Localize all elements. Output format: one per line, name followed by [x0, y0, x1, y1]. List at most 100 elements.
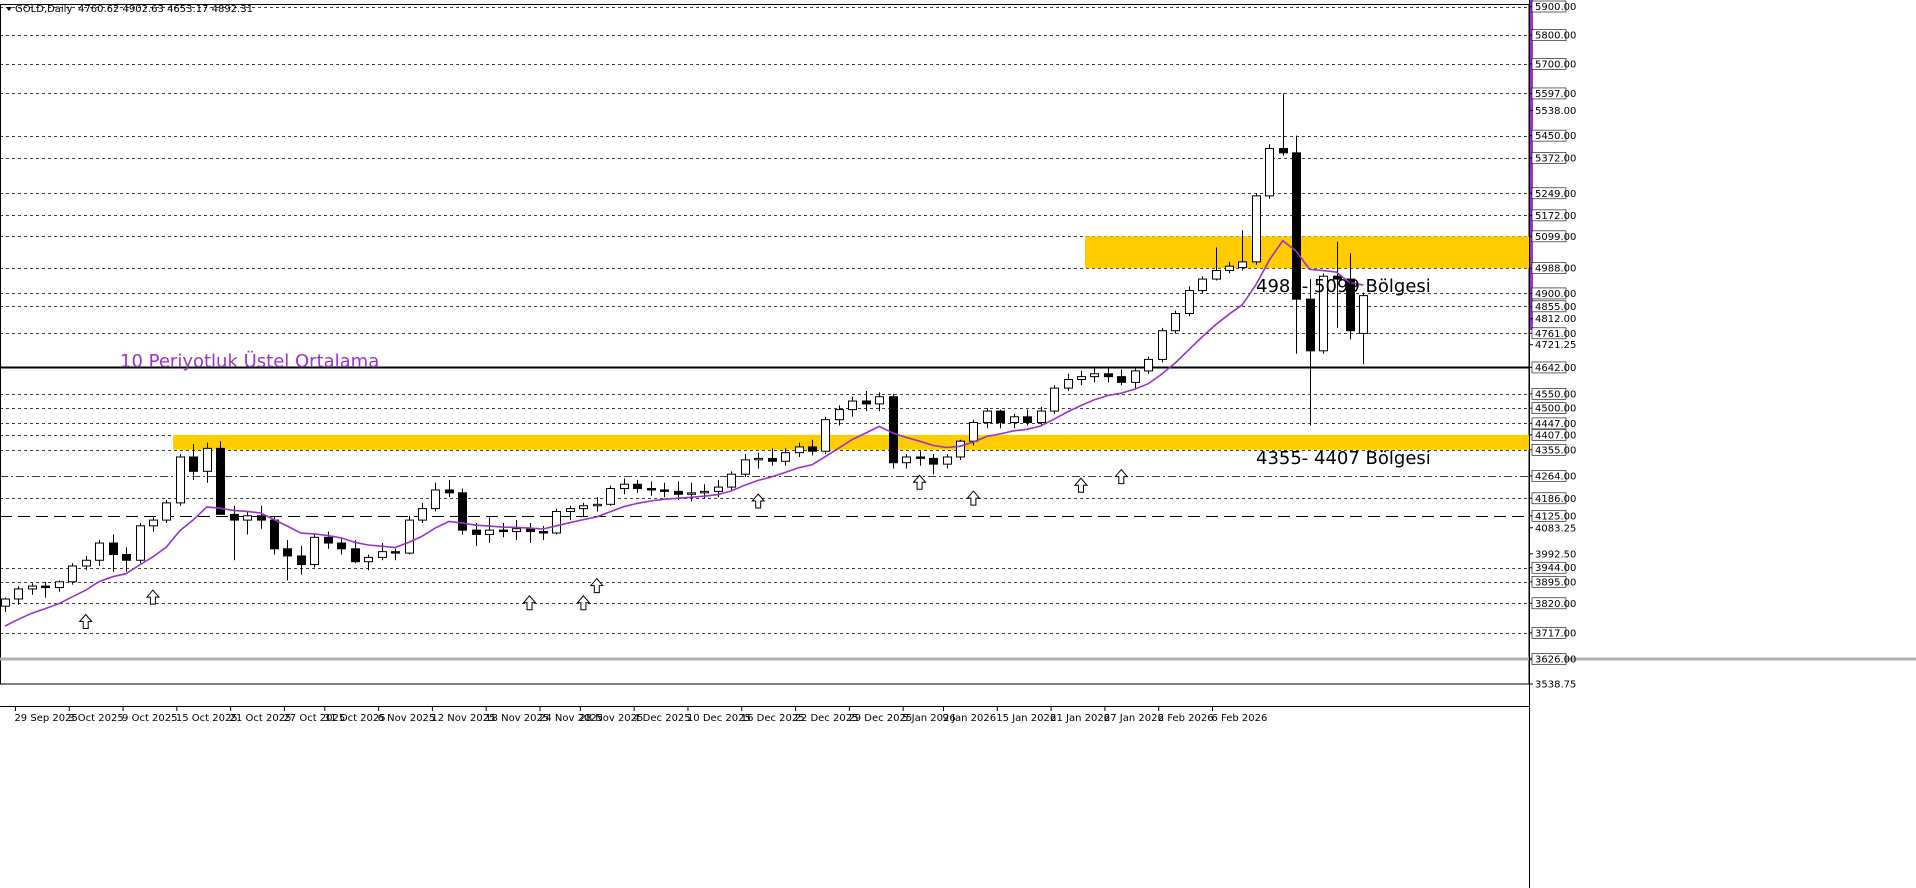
candle-body-up	[781, 452, 790, 462]
candle-body-up	[1359, 295, 1368, 334]
candles	[1, 93, 1368, 612]
candle-body-up	[82, 559, 91, 567]
candle-body-up	[176, 456, 185, 504]
zone-rect	[1085, 236, 1529, 269]
candle-body-up	[1238, 261, 1247, 269]
time-tick-label: 12 Nov 2025	[431, 713, 495, 724]
price-tick-label: 3895.00	[1535, 577, 1576, 588]
candle-body-down	[768, 457, 777, 462]
price-tick-label: 5372.00	[1535, 154, 1576, 165]
price-tick-label: 4407.00	[1535, 430, 1576, 441]
candle-body-up	[1185, 290, 1194, 315]
price-tick-label: 3717.00	[1535, 628, 1576, 639]
price-tick-label: 4761.00	[1535, 329, 1576, 340]
price-label-box	[1531, 29, 1567, 42]
candle-body-up	[795, 446, 804, 454]
candle-body-up	[1252, 195, 1261, 263]
price-tick-label: 4988.00	[1535, 264, 1576, 275]
candle-body-up	[162, 502, 171, 521]
time-tick-label: 16 Dec 2025	[741, 713, 805, 724]
candle-body-up	[1212, 269, 1221, 280]
candle-body-up	[566, 508, 575, 512]
candle-body-up	[714, 486, 723, 492]
price-tick-label: 5099.00	[1535, 232, 1576, 243]
price-label-box	[1531, 230, 1567, 243]
time-tick-label: 3 Oct 2025	[68, 713, 123, 724]
price-label-box	[1531, 429, 1567, 441]
time-tick-label: 22 Dec 2025	[795, 713, 859, 724]
price-tick-label: 4447.00	[1535, 419, 1576, 430]
candle-body-down	[324, 536, 333, 544]
time-tick-label: 24 Nov 2025	[539, 713, 603, 724]
candle-body-up	[1158, 330, 1167, 360]
price-label-box	[1531, 327, 1567, 340]
price-tick-label: 4355.00	[1535, 445, 1576, 456]
candle-body-up	[68, 565, 77, 583]
time-tick-label: 15 Jan 2026	[996, 713, 1056, 724]
candle-body-down	[1306, 298, 1315, 352]
price-tick-label: 4186.00	[1535, 494, 1576, 505]
price-label-box	[1531, 597, 1567, 610]
time-tick-label: 29 Dec 2025	[848, 713, 912, 724]
up-arrow-icon	[1073, 477, 1089, 493]
candle-body-down	[351, 548, 360, 563]
price-tick-label: 4721.25	[1535, 340, 1576, 351]
up-arrow-icon	[522, 595, 537, 611]
candle-body-down	[862, 400, 871, 405]
candle-body-up	[1131, 370, 1140, 383]
arrows	[78, 468, 1129, 629]
time-tick-label: 28 Nov 2025	[579, 713, 643, 724]
zone-rect	[173, 434, 1529, 450]
price-tick-label: 4500.00	[1535, 404, 1576, 415]
candle-body-up	[1319, 275, 1328, 352]
time-tick-label: 6 Feb 2026	[1212, 713, 1268, 724]
candle-body-up	[875, 396, 884, 405]
price-label-box	[1531, 209, 1567, 222]
chart-header: GOLD,Daily 4760.62 4902.63 4653.17 4892.…	[6, 4, 253, 15]
ohlc-readout: 4760.62 4902.63 4653.17 4892.31	[78, 4, 253, 15]
price-tick-label: 3992.50	[1535, 549, 1576, 560]
price-tick-label: 5249.00	[1535, 189, 1576, 200]
candle-body-down	[889, 396, 898, 464]
candle-body-up	[1144, 358, 1153, 372]
symbol-label: GOLD,Daily	[15, 4, 72, 15]
candle-body-down	[916, 456, 925, 459]
price-tick-label: 4900.00	[1535, 289, 1576, 300]
candle-body-down	[41, 585, 50, 589]
candle-body-down	[1104, 373, 1113, 378]
candle-body-down	[996, 410, 1005, 424]
candle-body-up	[727, 473, 736, 488]
price-label-box	[1531, 187, 1567, 200]
price-label-box	[1531, 58, 1567, 70]
candle-body-down	[230, 513, 239, 521]
candle-body-down	[1117, 376, 1126, 383]
candle-body-up	[149, 519, 158, 527]
price-axis: 5900.00 5800.00 5700.00 5597.00 5538.00 5450.…	[1529, 0, 1576, 888]
time-tick-label: 5 Jan 2026	[902, 713, 956, 724]
candle-body-down	[445, 489, 454, 494]
price-tick-label: 5172.00	[1535, 211, 1576, 222]
candle-body-up	[956, 440, 965, 458]
candle-body-up	[1090, 373, 1099, 378]
price-tick-label: 5700.00	[1535, 59, 1576, 70]
upper-zone-label: 4988- 5099 Bölgesi	[1256, 276, 1431, 297]
price-label-box	[1531, 87, 1567, 100]
candle-body-up	[1050, 387, 1059, 412]
ma-annotation: 10 Periyotluk Üstel Ortalama	[120, 350, 379, 372]
price-label-box	[1531, 300, 1567, 313]
price-label-box	[1531, 402, 1567, 414]
price-label-box	[1531, 509, 1567, 522]
price-tick-label: 5538.00	[1535, 106, 1576, 117]
candle-body-up	[431, 489, 440, 510]
price-tick-label: 4642.00	[1535, 363, 1576, 374]
candle-body-up	[28, 585, 37, 590]
candle-body-down	[633, 483, 642, 490]
candle-body-up	[552, 510, 561, 534]
candle-body-up	[579, 505, 588, 510]
price-tick-label: 4083.25	[1535, 523, 1576, 534]
candle-body-down	[808, 446, 817, 452]
price-tick-label: 4550.00	[1535, 389, 1576, 400]
candle-body-down	[1346, 278, 1355, 332]
up-arrow-icon	[589, 577, 604, 594]
